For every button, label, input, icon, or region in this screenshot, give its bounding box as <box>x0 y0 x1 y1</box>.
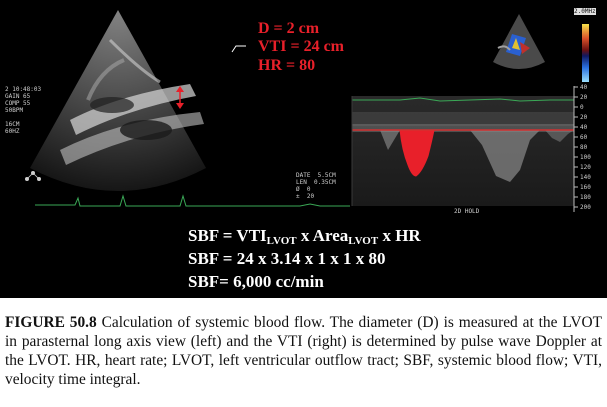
velocity-scale-ticks <box>574 86 578 208</box>
figure-label: FIGURE 50.8 <box>5 314 97 331</box>
figure-caption-text: Calculation of systemic blood flow. The … <box>5 314 602 388</box>
plax-sector <box>30 10 206 191</box>
equation-line-3: SBF= 6,000 cc/min <box>188 272 324 291</box>
scan-parameters-text: 2 10:48:03 GAIN 65 COMP 55 50BPM 16CM 60… <box>5 86 42 135</box>
figure-caption: FIGURE 50.8 Calculation of systemic bloo… <box>5 313 602 389</box>
scale-tick-label: 20 <box>580 94 588 101</box>
scale-tick-label: 180 <box>580 194 591 201</box>
equation-line-1-b: x Area <box>296 226 349 245</box>
mini-color-doppler-view <box>493 14 545 69</box>
scale-tick-label: 60 <box>580 134 588 141</box>
equation-line-1-c: x HR <box>378 226 421 245</box>
scale-tick-label: 100 <box>580 154 591 161</box>
doppler-envelope-gray-right <box>470 130 540 182</box>
diameter-label: D = 2 cm <box>258 20 320 37</box>
vti-traced-envelope <box>399 129 435 177</box>
heart-rate-label: HR = 80 <box>258 57 316 74</box>
ecg-trace-left <box>35 194 350 207</box>
echo-figure: D = 2 cm VTI = 24 cm HR = 80 2 10:48:03 … <box>0 0 607 298</box>
frequency-label: 2.0MHz <box>574 8 596 15</box>
ecg-trace-right <box>352 97 574 102</box>
doppler-mode-text: 2D HOLD <box>454 208 480 215</box>
doppler-envelope-gray-left <box>352 130 400 150</box>
equation-line-1: SBF = VTILVOT x AreaLVOT x HR <box>188 226 421 251</box>
doppler-parameters-text: DATE 5.5CM LEN 0.35CM Ø 0 ± 20 <box>296 172 336 200</box>
scale-tick-label: 40 <box>580 84 588 91</box>
equation-line-1-sub-2: LVOT <box>348 235 379 247</box>
equation-line-2: SBF = 24 x 3.14 x 1 x 1 x 80 <box>188 249 386 268</box>
equation-line-1-a: SBF = VTI <box>188 226 267 245</box>
scale-tick-label: 0 <box>580 104 584 111</box>
scale-tick-label: 140 <box>580 174 591 181</box>
scale-tick-label: 40 <box>580 124 588 131</box>
scale-tick-label: 160 <box>580 184 591 191</box>
label-leader-line <box>231 45 246 53</box>
scale-tick-label: 200 <box>580 204 591 211</box>
echo-graphics <box>25 10 589 212</box>
orientation-marker <box>25 171 41 181</box>
scale-tick-label: 80 <box>580 144 588 151</box>
velocity-colorbar <box>582 24 589 82</box>
equation-line-1-sub-1: LVOT <box>266 235 297 247</box>
lvot-diameter-arrow <box>176 86 184 109</box>
scale-tick-label: 20 <box>580 114 588 121</box>
scale-tick-label: 120 <box>580 164 591 171</box>
vti-label: VTI = 24 cm <box>258 38 344 55</box>
